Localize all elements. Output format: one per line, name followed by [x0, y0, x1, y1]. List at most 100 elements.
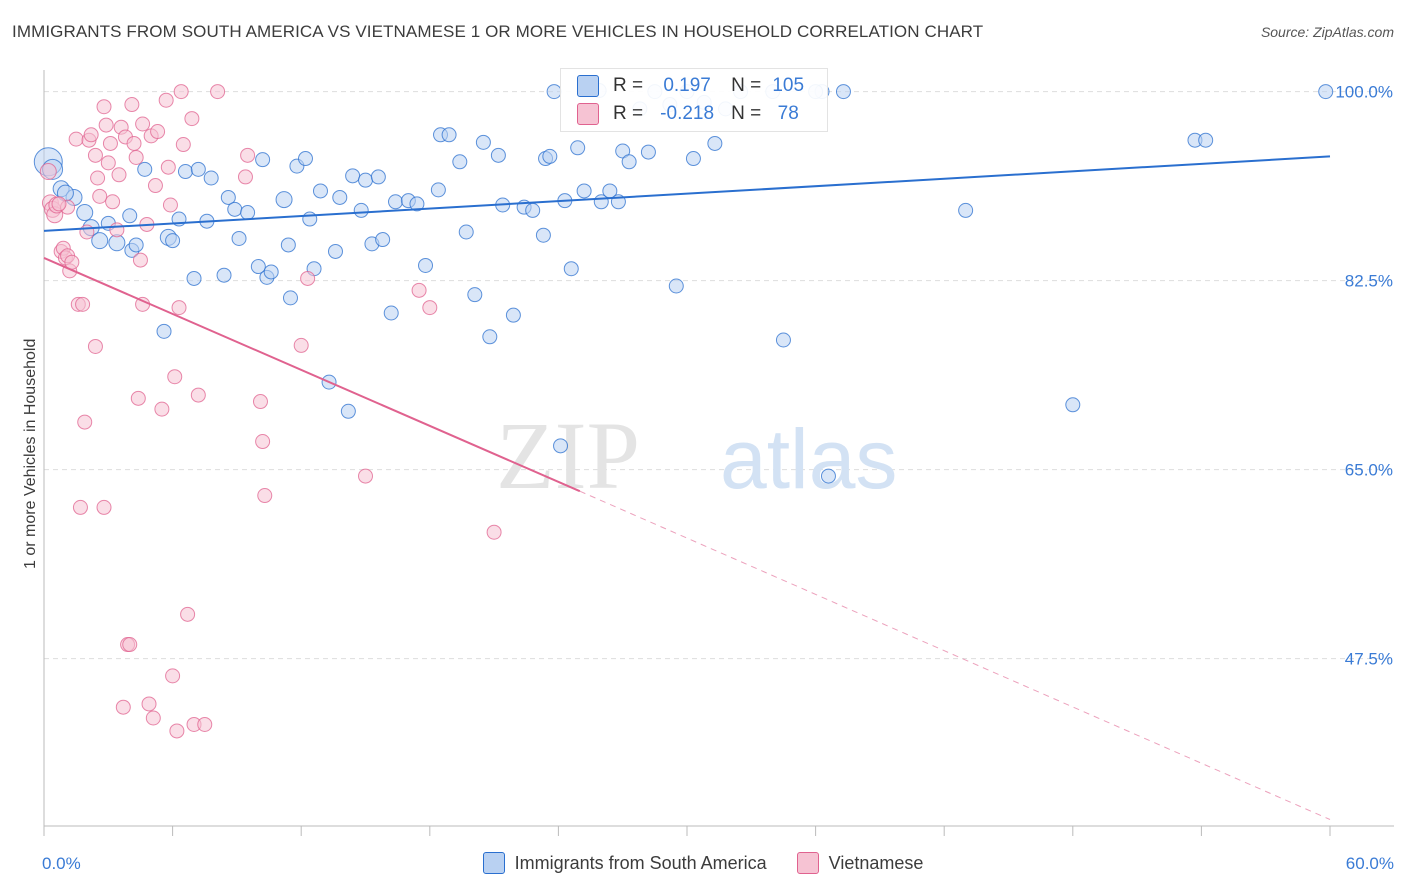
scatter-point-vietnamese — [171, 300, 187, 316]
scatter-point-south-america — [375, 232, 391, 248]
scatter-point-vietnamese — [165, 668, 181, 684]
scatter-point-south-america — [542, 148, 558, 164]
scatter-point-south-america — [353, 202, 369, 218]
r-label-2: R = — [613, 103, 644, 124]
scatter-point-vietnamese — [422, 300, 438, 316]
scatter-point-south-america — [327, 243, 343, 259]
scatter-point-vietnamese — [87, 147, 103, 163]
r-value-2: -0.218 — [660, 103, 715, 124]
scatter-point-vietnamese — [145, 710, 161, 726]
scatter-point-vietnamese — [190, 387, 206, 403]
scatter-point-vietnamese — [141, 696, 157, 712]
scatter-point-vietnamese — [115, 699, 131, 715]
scatter-point-south-america — [640, 144, 656, 160]
scatter-point-south-america — [220, 189, 236, 205]
y-tick-label: 100.0% — [1335, 83, 1393, 102]
legend-swatch-pink — [796, 852, 819, 874]
scatter-point-south-america — [332, 189, 348, 205]
scatter-point-south-america — [370, 169, 386, 185]
legend-item-series2[interactable]: Vietnamese — [796, 852, 924, 874]
legend-item-series1[interactable]: Immigrants from South America — [482, 852, 767, 874]
scatter-point-south-america — [340, 403, 356, 419]
scatter-point-vietnamese — [300, 270, 316, 286]
scatter-point-south-america — [240, 205, 256, 221]
scatter-point-south-america — [535, 227, 551, 243]
scatter-point-south-america — [312, 183, 328, 199]
trend-line-vietnamese-extrapolated — [579, 490, 1331, 820]
scatter-point-vietnamese — [111, 167, 127, 183]
scatter-point-south-america — [621, 154, 637, 170]
scatter-point-vietnamese — [68, 131, 84, 147]
watermark-atlas: atlas — [720, 412, 897, 506]
scatter-point-south-america — [165, 233, 181, 249]
scatter-point-south-america — [835, 84, 851, 100]
scatter-point-south-america — [452, 154, 468, 170]
scatter-point-vietnamese — [154, 401, 170, 417]
scatter-point-vietnamese — [210, 84, 226, 100]
x-tick-label: 0.0% — [42, 854, 81, 873]
scatter-point-south-america — [576, 183, 592, 199]
scatter-point-vietnamese — [169, 723, 185, 739]
scatter-point-south-america — [820, 468, 836, 484]
scatter-point-vietnamese — [358, 468, 373, 484]
scatter-point-vietnamese — [147, 178, 163, 194]
scatter-point-vietnamese — [135, 116, 151, 132]
scatter-point-vietnamese — [162, 197, 178, 213]
scatter-point-south-america — [302, 211, 318, 227]
scatter-point-south-america — [668, 278, 684, 294]
scatter-point-south-america — [186, 270, 202, 286]
scatter-point-south-america — [441, 127, 457, 143]
n-label-2: N = — [731, 103, 762, 124]
scatter-point-vietnamese — [158, 92, 174, 108]
stats-row-series1: R = 0.197 N = 105 — [577, 74, 815, 98]
scatter-point-south-america — [345, 168, 361, 184]
scatter-point-vietnamese — [167, 369, 183, 385]
scatter-point-south-america — [775, 332, 791, 348]
scatter-point-vietnamese — [252, 394, 268, 410]
scatter-point-vietnamese — [128, 149, 144, 165]
scatter-point-south-america — [546, 84, 562, 100]
series1-swatch — [577, 75, 599, 97]
scatter-point-vietnamese — [411, 282, 427, 298]
scatter-point-south-america — [231, 230, 247, 246]
scatter-point-south-america — [1318, 84, 1334, 100]
series2-swatch — [577, 103, 599, 125]
scatter-point-vietnamese — [237, 169, 253, 185]
scatter-point-vietnamese — [98, 117, 114, 133]
y-tick-label: 47.5% — [1345, 650, 1393, 669]
scatter-point-south-america — [570, 140, 586, 156]
scatter-point-vietnamese — [77, 414, 93, 430]
scatter-point-south-america — [958, 202, 974, 218]
scatter-point-vietnamese — [240, 147, 256, 163]
r-value-1: 0.197 — [663, 75, 711, 96]
scatter-point-south-america — [475, 134, 491, 150]
trend-layer — [43, 155, 1331, 820]
trend-line-vietnamese — [43, 257, 581, 493]
points-layer — [33, 83, 1334, 739]
scatter-point-south-america — [707, 135, 723, 151]
legend-label-series2: Vietnamese — [828, 852, 924, 873]
y-axis-label: 1 or more Vehicles in Household — [22, 338, 39, 569]
scatter-point-south-america — [282, 290, 298, 306]
scatter-point-south-america — [458, 224, 474, 240]
scatter-point-vietnamese — [39, 163, 57, 181]
legend-swatch-blue — [482, 852, 505, 874]
scatter-point-south-america — [430, 182, 446, 198]
n-value-1: 105 — [772, 75, 805, 96]
y-tick-label: 82.5% — [1345, 272, 1393, 291]
scatter-point-south-america — [358, 172, 373, 188]
scatter-point-south-america — [137, 161, 153, 177]
scatter-point-south-america — [128, 237, 144, 253]
scatter-point-vietnamese — [175, 137, 191, 153]
scatter-point-vietnamese — [130, 390, 146, 406]
axis-layer — [43, 70, 1394, 836]
scatter-point-vietnamese — [150, 124, 166, 140]
y-tick-label: 65.0% — [1345, 461, 1393, 480]
scatter-point-south-america — [263, 264, 279, 280]
scatter-point-vietnamese — [51, 196, 67, 212]
scatter-point-south-america — [482, 329, 498, 345]
stats-box: R = 0.197 N = 105 R = -0.218 N = 78 — [560, 68, 828, 132]
scatter-point-vietnamese — [96, 499, 112, 515]
scatter-point-south-america — [216, 267, 232, 283]
scatter-point-south-america — [525, 202, 541, 218]
